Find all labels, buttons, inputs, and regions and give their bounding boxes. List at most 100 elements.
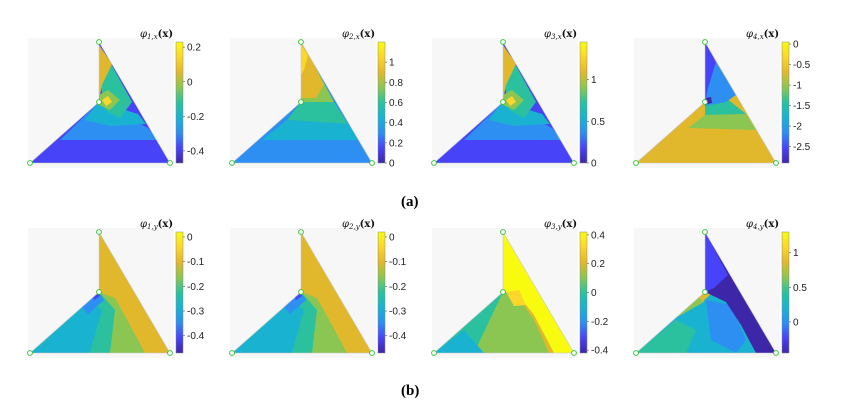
colorbar-tick-label: 0.5	[591, 117, 605, 128]
colorbar-tick-label: 0.5	[793, 283, 807, 294]
vertex-marker	[633, 160, 639, 166]
contour-region	[688, 114, 756, 130]
vertex-marker	[96, 39, 102, 45]
colorbar-tick-label: -0.4	[187, 146, 205, 157]
colorbar-tick-label: 1	[793, 248, 799, 259]
colorbar-tick-label: -0.2	[389, 282, 407, 293]
panel-p4y: φ4,y(x) 1 0.5 0	[633, 219, 807, 358]
contour-region	[636, 320, 696, 353]
panel-title: φ2,y(x)	[342, 219, 375, 231]
vertex-marker	[369, 160, 375, 166]
panel-p1y: φ1,y(x) 0 -0.1 -0.2 -0.3 -0.4	[27, 219, 205, 358]
contour-region	[99, 45, 112, 100]
vertex-marker	[229, 160, 235, 166]
vertex-marker	[500, 39, 506, 45]
colorbar-tick-label: -0.2	[591, 317, 609, 328]
contour-region	[301, 45, 308, 75]
vertex-marker	[369, 350, 375, 356]
colorbar-tick-label: -2	[793, 122, 802, 133]
vertex-marker	[702, 99, 708, 105]
colorbar-tick-label: -1	[793, 81, 802, 92]
contour-region	[102, 96, 112, 106]
colorbar	[781, 41, 790, 164]
colorbar-tick-label: 0.6	[389, 98, 403, 109]
panel-p2x: φ2,x(x) 1 0.8 0.6 0.4 0.2 0	[229, 29, 403, 170]
panel-p2y: φ2,y(x) 0 -0.1 -0.2 -0.3 -0.4	[229, 219, 407, 358]
colorbar-tick-label: 0.4	[389, 118, 403, 129]
vertex-marker	[633, 350, 639, 356]
colorbar	[579, 231, 588, 354]
contour-region	[705, 42, 716, 102]
colorbar-tick-label: -2.5	[793, 142, 811, 153]
colorbar-tick-label: 0	[187, 232, 193, 243]
colorbar	[175, 41, 184, 164]
vertex-marker	[702, 289, 708, 295]
colorbar-tick-label: -0.1	[187, 257, 205, 268]
colorbar	[781, 231, 790, 354]
contour-region	[506, 96, 516, 106]
vertex-marker	[27, 350, 33, 356]
vertex-marker	[431, 350, 437, 356]
panel-title: φ4,y(x)	[746, 219, 779, 231]
row-label-a: (a)	[401, 194, 419, 210]
contour-region	[506, 290, 526, 306]
colorbar	[377, 41, 386, 164]
colorbar-tick-label: -0.3	[187, 307, 205, 318]
contour-region	[282, 292, 306, 314]
contour-region	[434, 330, 484, 353]
vertex-marker	[27, 160, 33, 166]
panel-title: φ3,y(x)	[544, 219, 577, 231]
vertex-marker	[229, 350, 235, 356]
vertex-marker	[500, 289, 506, 295]
contour-region	[232, 300, 304, 353]
colorbar	[175, 231, 184, 354]
colorbar-tick-label: -0.4	[187, 331, 205, 342]
colorbar	[377, 231, 386, 354]
colorbar-tick-label: -0.2	[187, 282, 205, 293]
vertex-marker	[298, 229, 304, 235]
vertex-marker	[298, 39, 304, 45]
colorbar-tick-label: -0.4	[389, 331, 407, 342]
panel-p4x: φ4,x(x) 0 -0.5 -1 -1.5 -2 -2.5	[633, 29, 811, 168]
colorbar-tick-label: 0	[793, 317, 799, 328]
colorbar-tick-label: -0.5	[793, 60, 811, 71]
vertex-marker	[96, 99, 102, 105]
vertex-marker	[96, 229, 102, 235]
vertex-marker	[167, 350, 173, 356]
contour-region	[636, 128, 776, 163]
colorbar-tick-label: 0.2	[389, 138, 403, 149]
panel-p1x: φ1,x(x) 0.2 0 -0.2 -0.4	[27, 29, 205, 168]
contour-region	[474, 292, 554, 353]
colorbar-tick-label: 0	[389, 232, 395, 243]
colorbar-tick-label: 0	[591, 159, 597, 170]
contour-region	[705, 232, 728, 292]
vertex-marker	[773, 350, 779, 356]
colorbar-tick-label: -0.4	[591, 346, 609, 357]
contour-region	[262, 120, 360, 140]
panel-p3y: φ3,y(x) 0.4 0.2 0 -0.2 -0.4	[431, 219, 609, 358]
colorbar-tick-label: 0	[591, 288, 597, 299]
colorbar-tick-label: -0.3	[389, 307, 407, 318]
vertex-marker	[431, 160, 437, 166]
contour-region	[287, 102, 348, 124]
contour-region	[80, 292, 104, 314]
colorbar-tick-label: 0	[793, 40, 799, 51]
row-label-b: (b)	[401, 383, 420, 399]
colorbar-tick-label: -0.2	[187, 112, 205, 123]
vertex-marker	[500, 99, 506, 105]
contour-region	[30, 300, 102, 353]
colorbar-tick-label: -1.5	[793, 101, 811, 112]
panel-title: φ1,x(x)	[140, 29, 173, 41]
vertex-marker	[773, 160, 779, 166]
contour-region	[706, 300, 746, 353]
vertex-marker	[571, 160, 577, 166]
colorbar-tick-label: 1	[389, 58, 395, 69]
panel-title: φ2,x(x)	[342, 29, 375, 41]
vertex-marker	[96, 289, 102, 295]
panel-title: φ3,x(x)	[544, 29, 577, 41]
colorbar-tick-label: 0.4	[591, 230, 605, 241]
colorbar-tick-label: 0.2	[591, 259, 605, 270]
vertex-marker	[702, 39, 708, 45]
colorbar-tick-label: -0.1	[389, 257, 407, 268]
